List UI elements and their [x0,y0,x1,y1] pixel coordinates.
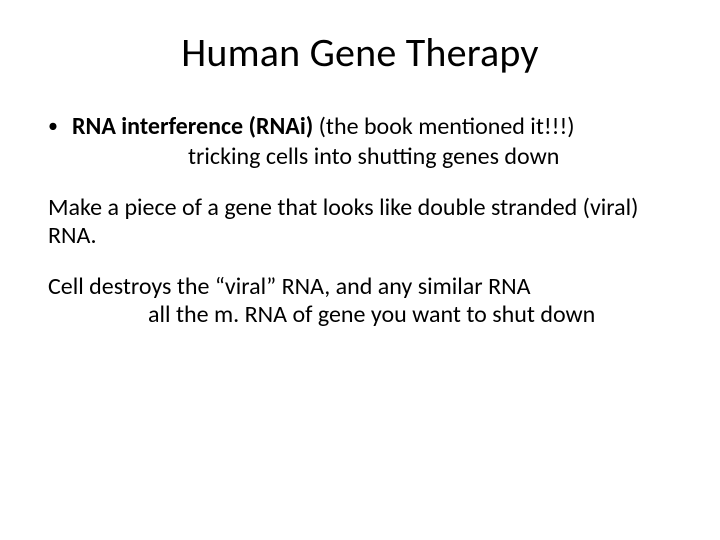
paragraph-2-line-2: all the m. RNA of gene you want to shut … [48,301,672,329]
paragraph-2: Cell destroys the “viral” RNA, and any s… [48,273,672,328]
paragraph-2-line-1: Cell destroys the “viral” RNA, and any s… [48,273,672,301]
slide-title: Human Gene Therapy [48,28,672,77]
bullet-bold: RNA interference (RNAi) [72,112,313,141]
bullet-text: RNA interference (RNAi) (the book mentio… [72,113,672,141]
bullet-subline: tricking cells into shutting genes down [48,143,672,171]
bullet-item: • RNA interference (RNAi) (the book ment… [48,113,672,141]
slide-container: Human Gene Therapy • RNA interference (R… [0,0,720,540]
bullet-rest: (the book mentioned it!!!) [313,112,574,141]
slide-body: • RNA interference (RNAi) (the book ment… [48,113,672,329]
bullet-marker: • [48,113,72,138]
paragraph-1: Make a piece of a gene that looks like d… [48,194,672,249]
